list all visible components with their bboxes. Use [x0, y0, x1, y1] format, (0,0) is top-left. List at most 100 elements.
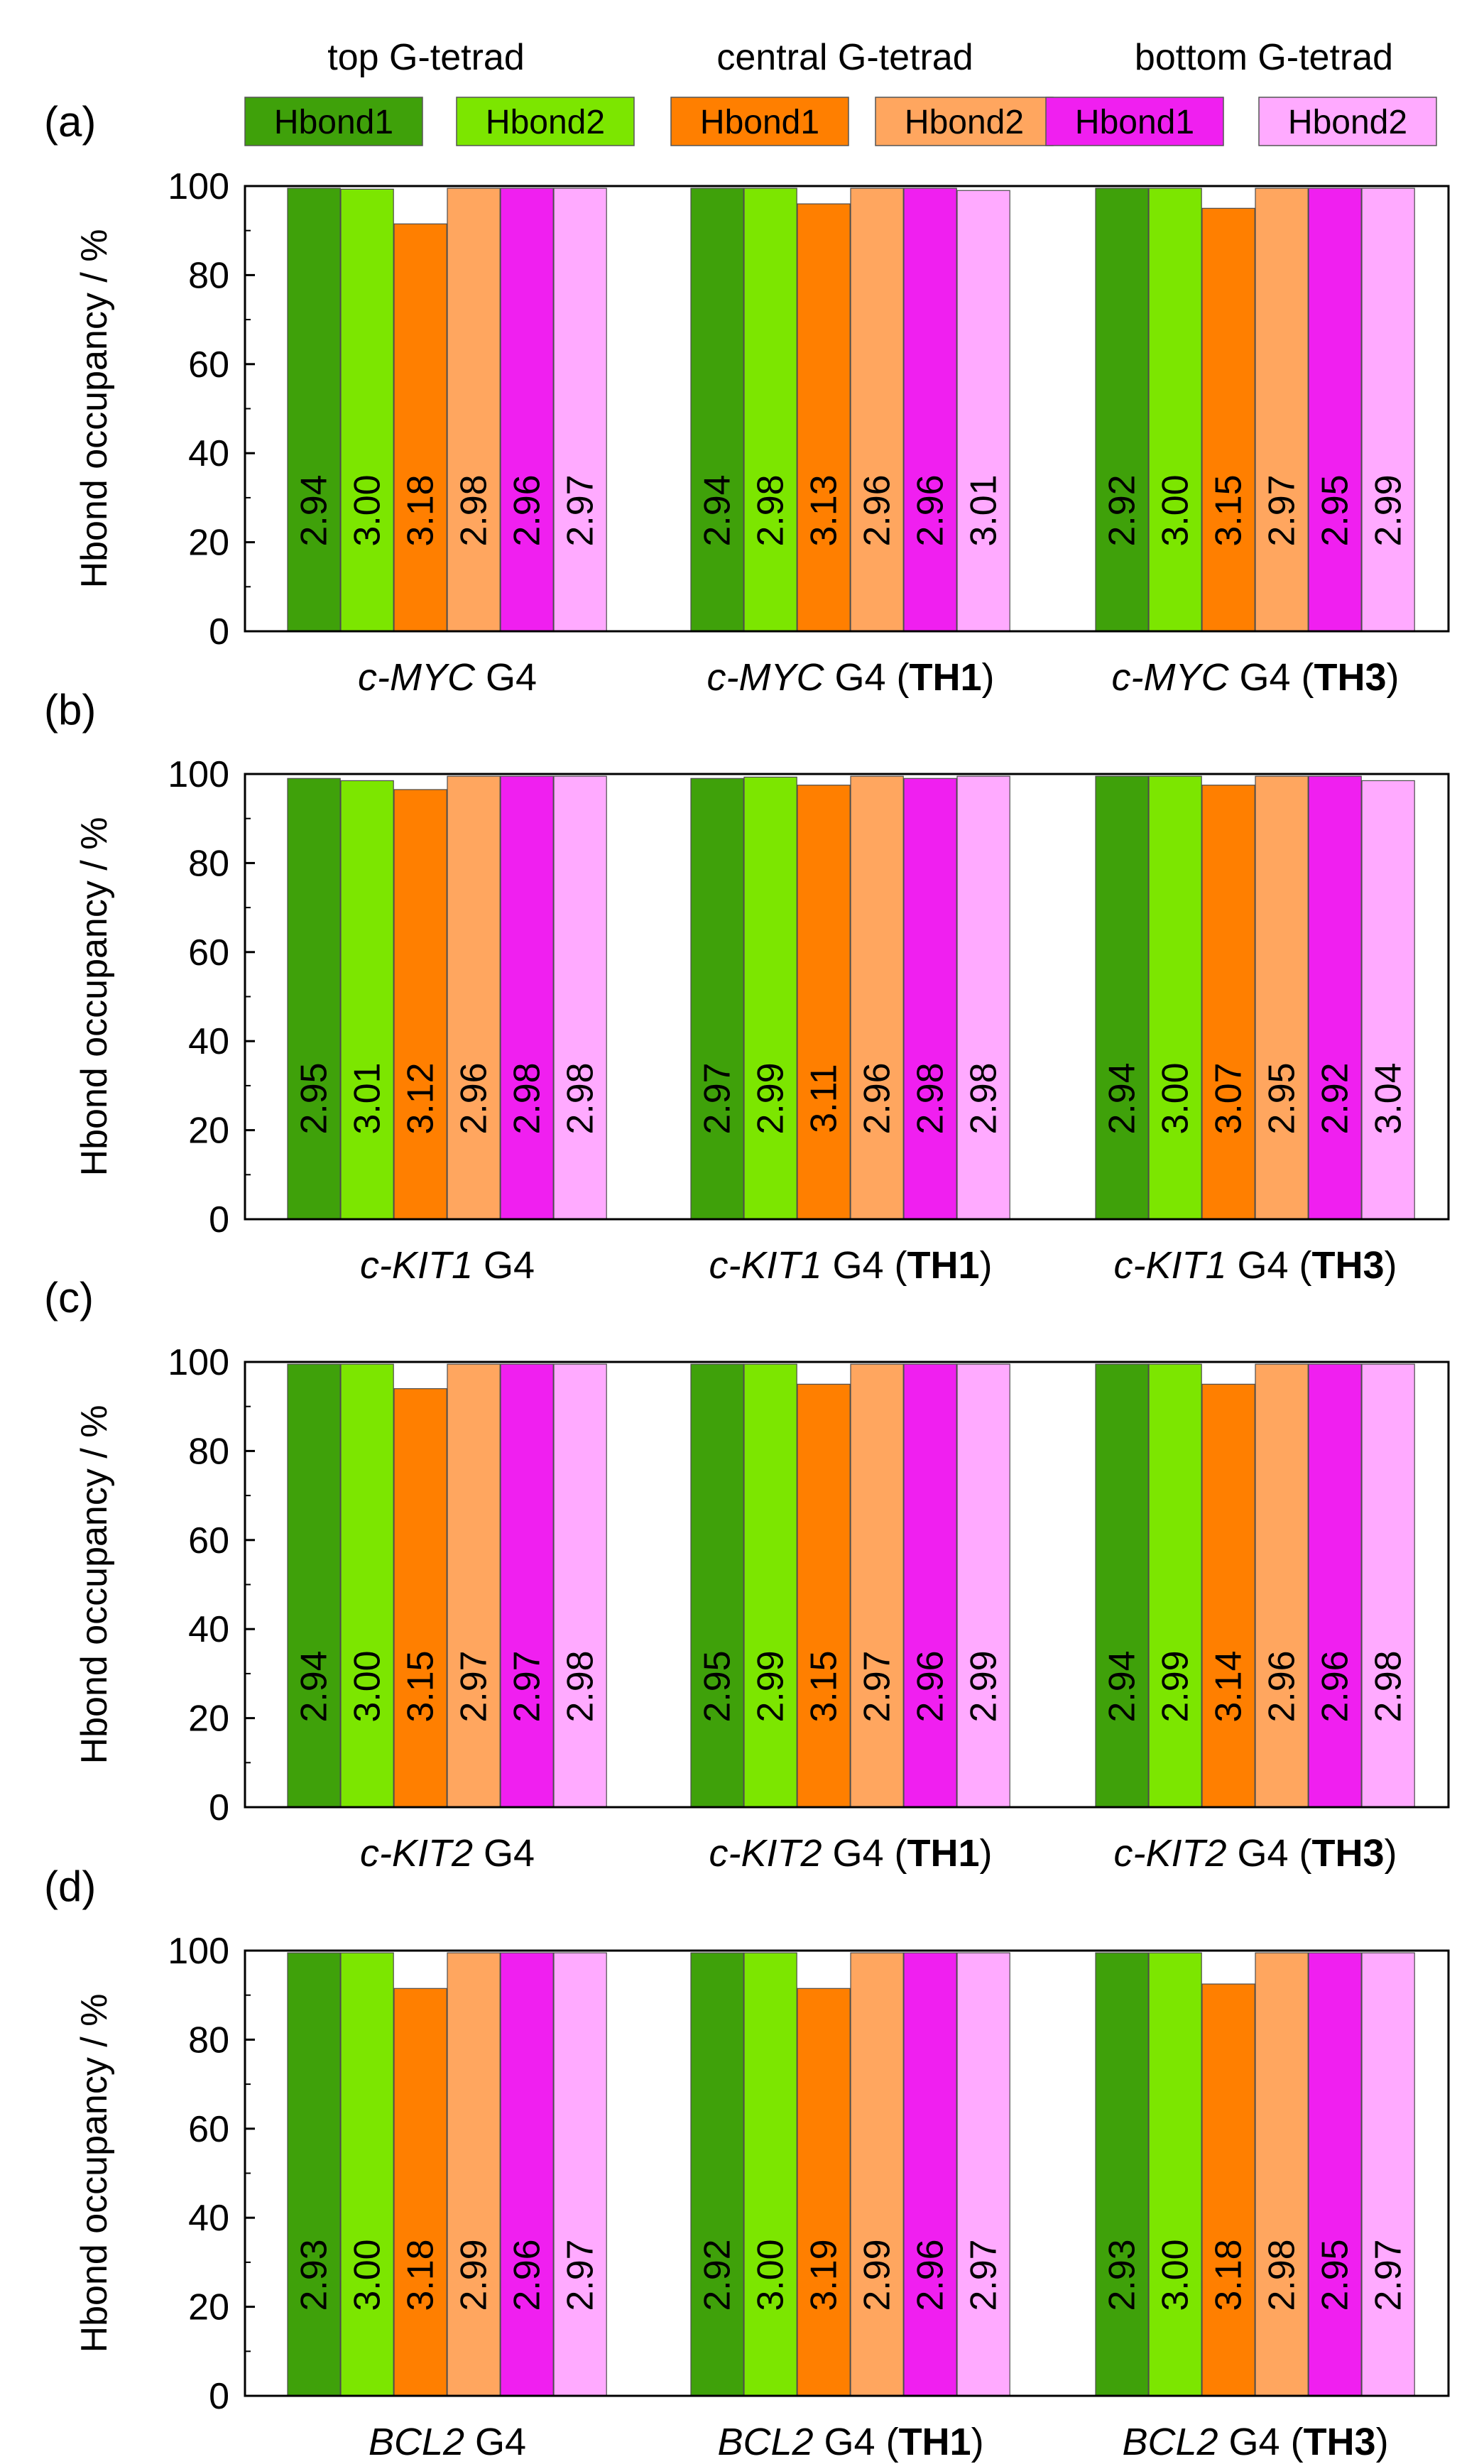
- legend-label: Hbond1: [700, 104, 819, 141]
- bar-value-label: 2.97: [964, 2239, 1005, 2311]
- bar-value-label: 3.01: [964, 474, 1005, 546]
- legend-label: Hbond1: [1075, 104, 1194, 141]
- legend-group-title: central G-tetrad: [716, 37, 973, 78]
- bar-value-label: 3.00: [347, 474, 388, 546]
- bar-value-label: 2.97: [1368, 2239, 1409, 2311]
- bar: [1308, 1952, 1362, 2397]
- y-tick-label: 20: [188, 1111, 229, 1152]
- bar-value-label: 2.93: [1102, 2239, 1143, 2311]
- category-ligand: TH3: [1312, 1244, 1385, 1287]
- bar-value-label: 2.99: [1155, 1650, 1196, 1722]
- category-label: c-KIT1 G4 (TH1): [709, 1244, 992, 1287]
- category-gene: BCL2: [369, 2421, 464, 2463]
- bar: [1308, 775, 1362, 1220]
- chart-panels: (a) Hbond occupancy / % 2.94 3.00 3.18 2.98 2.…: [44, 98, 1450, 2463]
- bar: [1148, 1363, 1202, 1808]
- panel-letter: (d): [44, 1863, 96, 1910]
- y-axis-label: Hbond occupancy / %: [74, 229, 115, 589]
- category-suffix: G4 (: [1228, 656, 1314, 699]
- bar-value-label: 3.15: [400, 1650, 442, 1722]
- bar: [287, 187, 341, 632]
- bar: [393, 223, 447, 632]
- bar-value-label: 2.98: [1262, 2239, 1303, 2311]
- legend-swatch: [1045, 97, 1224, 146]
- category-ligand: TH3: [1312, 1832, 1385, 1875]
- bar-value-label: 2.97: [697, 1062, 738, 1134]
- bar-value-label: 2.98: [560, 1062, 601, 1134]
- y-axis-label: Hbond occupancy / %: [74, 817, 115, 1177]
- bar: [447, 1363, 501, 1808]
- category-gene: c-MYC: [358, 656, 476, 699]
- bar-value-label: 2.98: [454, 474, 495, 546]
- bar: [447, 775, 501, 1220]
- legend-label: Hbond2: [1288, 104, 1407, 141]
- bar-value-label: 3.11: [804, 1064, 845, 1133]
- bar: [287, 1952, 341, 2397]
- category-close-paren: ): [1385, 1832, 1397, 1875]
- y-tick-label: 40: [188, 1021, 229, 1062]
- bar: [903, 1952, 957, 2397]
- bar-value-label: 2.95: [294, 1062, 335, 1134]
- bar: [1201, 1983, 1255, 2397]
- legend: top G-tetrad Hbond1 Hbond2 central G-tetrad…: [244, 37, 1437, 146]
- category-suffix: G4 (: [1227, 1832, 1312, 1875]
- legend-group-title: bottom G-tetrad: [1135, 37, 1393, 78]
- bar: [393, 1388, 447, 1808]
- bar-value-label: 2.93: [294, 2239, 335, 2311]
- bar-value-label: 2.99: [1368, 474, 1409, 546]
- bar: [340, 780, 394, 1220]
- bar-value-label: 2.97: [857, 1650, 898, 1722]
- y-tick-label: 0: [209, 611, 229, 653]
- bar: [340, 188, 394, 632]
- y-tick-label: 80: [188, 1431, 229, 1472]
- bar-value-label: 3.00: [1155, 2239, 1196, 2311]
- bar: [1148, 1952, 1202, 2397]
- bar: [1201, 207, 1255, 632]
- bar: [903, 1363, 957, 1808]
- bar-value-label: 3.04: [1368, 1062, 1409, 1134]
- y-tick-label: 20: [188, 2287, 229, 2328]
- bar-value-label: 3.12: [400, 1062, 442, 1134]
- y-tick-label: 100: [168, 166, 229, 207]
- bar-value-label: 2.96: [1315, 1650, 1356, 1722]
- legend-swatch: [456, 97, 635, 146]
- legend-label: Hbond2: [905, 104, 1024, 141]
- bar: [500, 775, 554, 1220]
- bar-value-label: 2.97: [507, 1650, 548, 1722]
- y-tick-label: 80: [188, 843, 229, 884]
- bar-value-label: 3.00: [347, 2239, 388, 2311]
- category-gene: BCL2: [717, 2421, 813, 2463]
- panel-letter: (a): [44, 98, 96, 146]
- bar: [1148, 775, 1202, 1220]
- legend-label: Hbond1: [274, 104, 393, 141]
- bar: [287, 1363, 341, 1808]
- bar-value-label: 2.98: [964, 1062, 1005, 1134]
- y-tick-label: 40: [188, 2198, 229, 2239]
- y-tick-label: 100: [168, 1342, 229, 1383]
- category-close-paren: ): [982, 656, 995, 699]
- bar: [850, 187, 904, 632]
- legend-swatch: [244, 97, 423, 146]
- category-gene: c-KIT2: [709, 1832, 822, 1875]
- bar: [690, 778, 744, 1220]
- legend-group-title: top G-tetrad: [327, 37, 524, 78]
- bar: [340, 1952, 394, 2397]
- bar-value-label: 3.18: [400, 474, 442, 546]
- bar: [903, 778, 957, 1220]
- category-gene: c-MYC: [1111, 656, 1229, 699]
- category-close-paren: ): [971, 2421, 984, 2463]
- bar: [956, 190, 1010, 632]
- category-label: c-KIT2 G4 (TH3): [1113, 1832, 1397, 1875]
- bar: [797, 1988, 851, 2397]
- category-gene: c-KIT1: [1113, 1244, 1226, 1287]
- bar: [1255, 187, 1309, 632]
- category-suffix: G4 (: [1218, 2421, 1304, 2463]
- category-suffix: G4: [473, 1244, 535, 1287]
- bar-value-label: 2.97: [560, 474, 601, 546]
- category-label: c-KIT1 G4 (TH3): [1113, 1244, 1397, 1287]
- category-ligand: TH3: [1304, 2421, 1376, 2463]
- bar-value-label: 3.18: [1209, 2239, 1250, 2311]
- bar-value-label: 3.00: [1155, 474, 1196, 546]
- bar: [553, 1363, 607, 1808]
- category-gene: c-MYC: [706, 656, 824, 699]
